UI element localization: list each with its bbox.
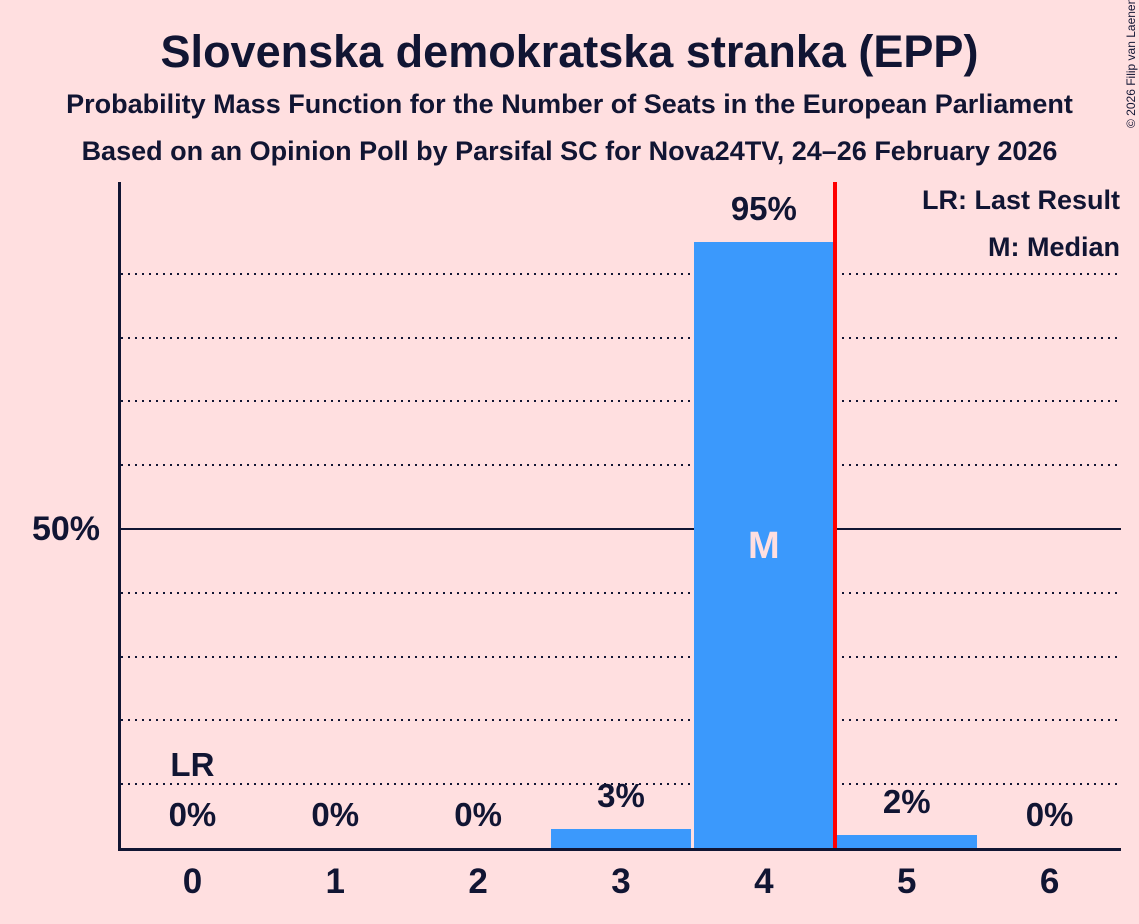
plot-area: 0% 0% 0% 3% 95% 2% 0% LR M [118,182,1121,851]
last-result-line [833,182,838,848]
chart-subtitle: Probability Mass Function for the Number… [66,89,1073,119]
bar-value-label: 0% [168,796,217,833]
median-marker: M [748,525,780,567]
legend-last-result: LR: Last Result [921,185,1120,215]
gridline [121,464,1121,467]
x-axis-tick-label: 1 [325,862,345,901]
bar-seats-3 [551,829,691,848]
bar-value-label: 95% [730,190,797,227]
bar-value-label: 2% [882,783,931,820]
gridline [121,400,1121,403]
gridline [121,591,1121,594]
chart-source-line: Based on an Opinion Poll by Parsifal SC … [81,136,1058,166]
x-axis-labels: 0 1 2 3 4 5 6 [121,862,1121,906]
bar-value-label: 3% [597,777,645,814]
gridline [121,272,1121,275]
legend-median: M: Median [988,232,1120,262]
x-axis-tick-label: 5 [896,862,917,901]
gridline [121,719,1121,722]
x-axis-tick-label: 0 [182,862,203,901]
bar-value-label: 0% [454,796,502,833]
chart-title: Slovenska demokratska stranka (EPP) [160,26,979,77]
x-axis-tick-label: 4 [754,862,774,901]
x-axis-tick-label: 6 [1039,862,1060,901]
gridline-50pct [121,528,1121,530]
gridline [121,336,1121,339]
x-axis-tick-label: 3 [611,862,631,901]
bar-seats-5 [836,835,977,848]
bar-value-label: 0% [1025,796,1074,833]
last-result-label: LR [170,746,215,783]
copyright-notice: © 2026 Filip van Laenen [1124,0,1138,128]
bar-seats-4 [693,242,834,848]
y-axis-tick-label: 50% [31,510,100,548]
gridline [121,783,1121,786]
x-axis-tick-label: 2 [468,862,488,901]
bar-value-label: 0% [311,796,360,833]
gridline [121,655,1121,658]
